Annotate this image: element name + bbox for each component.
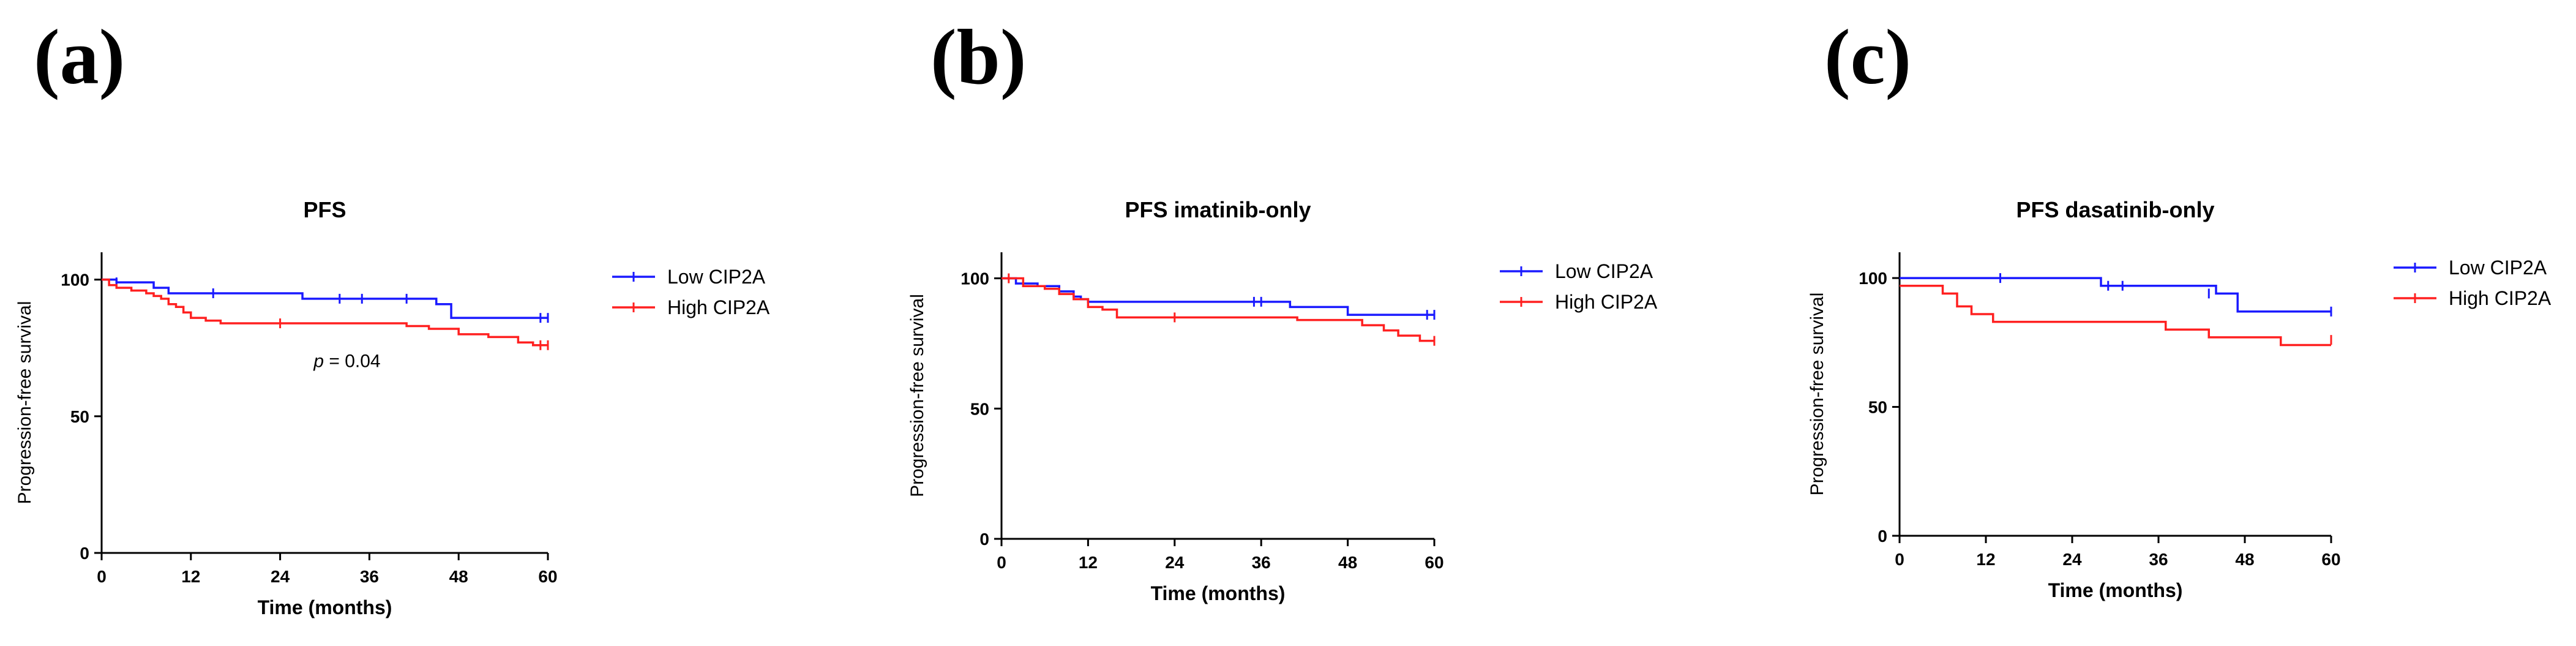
x-tick-label: 60 (1425, 553, 1443, 572)
legend-label-low-cip2a: Low CIP2A (2449, 257, 2547, 279)
panel-label-a: (a) (34, 13, 125, 100)
series-line-low-cip2a (102, 278, 548, 319)
chart-title: PFS imatinib-only (1125, 197, 1311, 222)
chart-title: PFS (303, 197, 346, 222)
chart-panel-1: PFS 0 50 100 0 12 24 36 48 60 Time (months) Progres… (15, 197, 770, 618)
x-tick-label: 48 (2235, 550, 2254, 569)
x-tick-label: 24 (1165, 553, 1185, 572)
x-tick-label: 36 (360, 567, 379, 586)
legend-label-low-cip2a: Low CIP2A (1555, 260, 1653, 282)
y-tick-label: 100 (1859, 269, 1887, 288)
y-tick-label: 100 (960, 269, 989, 288)
p-value-symbol: p (313, 351, 324, 371)
x-tick-label: 36 (2149, 550, 2168, 569)
x-axis-label: Time (months) (1151, 582, 1286, 604)
y-axis-label: Progression-free survival (15, 301, 35, 505)
y-tick-label: 100 (61, 271, 89, 290)
chart-panel-3: PFS dasatinib-only 0 50 100 0 12 24 36 48 60 Time … (1807, 197, 2552, 601)
y-tick-label: 50 (1868, 398, 1887, 417)
x-tick-label: 12 (1976, 550, 1995, 569)
legend-label-high-cip2a: High CIP2A (2449, 287, 2552, 309)
y-tick-label: 0 (80, 544, 89, 563)
x-tick-label: 0 (997, 553, 1006, 572)
panel-label-b: (b) (930, 13, 1027, 100)
x-tick-label: 12 (1079, 553, 1098, 572)
y-tick-label: 50 (70, 407, 89, 426)
legend-label-high-cip2a: High CIP2A (1555, 291, 1658, 313)
legend-label-high-cip2a: High CIP2A (667, 296, 770, 318)
x-tick-label: 36 (1252, 553, 1271, 572)
x-tick-label: 24 (2062, 550, 2082, 569)
series-line-low-cip2a (1002, 277, 1434, 316)
x-tick-label: 48 (449, 567, 468, 586)
y-axis-label: Progression-free survival (907, 294, 927, 497)
series-line-high-cip2a (1900, 284, 2331, 347)
x-tick-label: 12 (181, 567, 200, 586)
x-tick-label: 0 (1895, 550, 1904, 569)
y-tick-label: 0 (1878, 527, 1887, 546)
x-tick-label: 60 (2321, 550, 2340, 569)
legend-label-low-cip2a: Low CIP2A (667, 266, 766, 288)
p-value-annotation: p = 0.04 (313, 351, 380, 371)
x-axis-label: Time (months) (258, 596, 392, 618)
y-axis-label: Progression-free survival (1807, 293, 1827, 496)
x-tick-label: 60 (538, 567, 557, 586)
x-axis-label: Time (months) (2048, 579, 2183, 601)
x-tick-label: 24 (271, 567, 290, 586)
p-value-text: = 0.04 (324, 351, 381, 371)
x-tick-label: 48 (1338, 553, 1357, 572)
x-tick-label: 0 (97, 567, 107, 586)
series-line-low-cip2a (1900, 277, 2331, 313)
series-line-high-cip2a (1002, 277, 1434, 342)
chart-title: PFS dasatinib-only (2016, 197, 2214, 222)
y-tick-label: 50 (970, 399, 989, 418)
panel-label-c: (c) (1824, 13, 1912, 100)
y-tick-label: 0 (979, 530, 989, 549)
series-line-high-cip2a (102, 278, 548, 347)
chart-panel-2: PFS imatinib-only 0 50 100 0 12 24 36 48 60 Time (… (907, 197, 1658, 604)
